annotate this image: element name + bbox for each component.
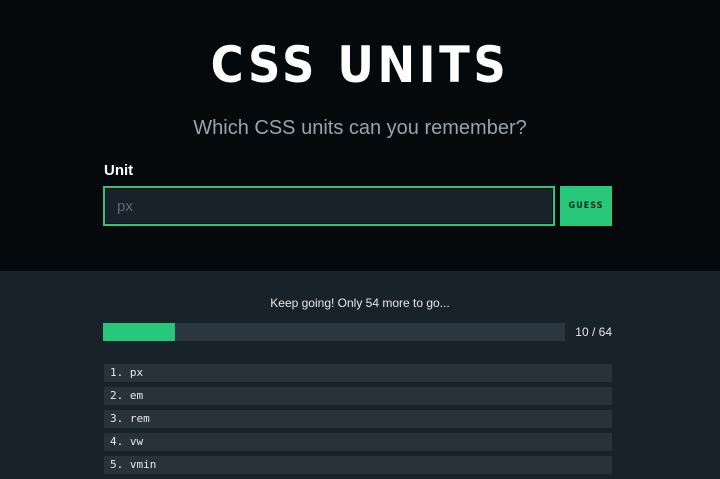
progress-message: Keep going! Only 54 more to go... (270, 296, 450, 310)
header-section: CSS UNITS Which CSS units can you rememb… (0, 0, 720, 271)
list-item: 1. px (104, 364, 612, 382)
unit-label: Unit (104, 162, 134, 179)
list-item: 2. em (104, 387, 612, 405)
progress-count: 10 / 64 (575, 325, 612, 339)
list-item: 4. vw (104, 433, 612, 451)
guess-list: 1. px 2. em 3. rem 4. vw 5. vmin (104, 364, 612, 479)
list-item: 5. vmin (104, 456, 612, 474)
progress-fill (103, 323, 176, 341)
guess-button[interactable]: GUESS (560, 186, 612, 226)
page-subtitle: Which CSS units can you remember? (193, 117, 527, 139)
list-item: 3. rem (104, 410, 612, 428)
progress-bar (103, 323, 565, 341)
unit-input[interactable] (103, 186, 555, 226)
page-title: CSS UNITS (210, 36, 510, 94)
